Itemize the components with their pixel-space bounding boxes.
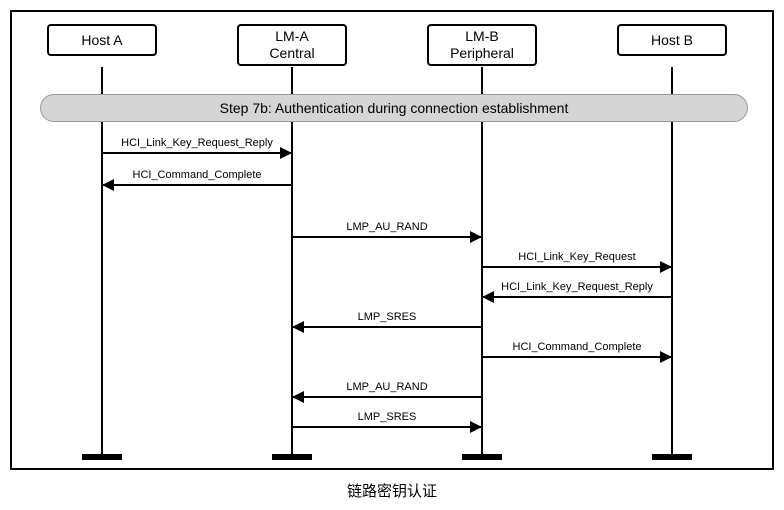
message-label: LMP_AU_RAND (292, 381, 482, 393)
message-label: HCI_Command_Complete (102, 169, 292, 181)
step-bar: Step 7b: Authentication during connectio… (40, 94, 748, 122)
message-line (102, 152, 292, 154)
message-line (292, 236, 482, 238)
lifeline-foot-host-b (652, 454, 692, 460)
actor-lm-a: LM-ACentral (237, 24, 347, 66)
message-label: HCI_Link_Key_Request_Reply (482, 281, 672, 293)
message-line (102, 184, 292, 186)
sequence-diagram: Host A LM-ACentral LM-BPeripheral Host B Ste… (10, 10, 774, 470)
lifeline-foot-host-a (82, 454, 122, 460)
lifeline-foot-lm-b (462, 454, 502, 460)
lifeline-foot-lm-a (272, 454, 312, 460)
actor-sublabel: Peripheral (450, 45, 514, 62)
actor-label: LM-B (465, 28, 498, 45)
message-label: LMP_SRES (292, 311, 482, 323)
message-line (482, 266, 672, 268)
message-line (482, 296, 672, 298)
message-label: LMP_AU_RAND (292, 221, 482, 233)
caption: 链路密钥认证 (0, 480, 784, 501)
message-label: HCI_Link_Key_Request_Reply (102, 137, 292, 149)
lifeline-host-a (101, 67, 103, 454)
actor-label: Host A (81, 32, 122, 48)
actor-host-b: Host B (617, 24, 727, 56)
actor-label: LM-A (275, 28, 308, 45)
message-line (482, 356, 672, 358)
actor-label: Host B (651, 32, 693, 48)
message-label: LMP_SRES (292, 411, 482, 423)
message-label: HCI_Command_Complete (482, 341, 672, 353)
actor-lm-b: LM-BPeripheral (427, 24, 537, 66)
message-line (292, 426, 482, 428)
actor-host-a: Host A (47, 24, 157, 56)
message-label: HCI_Link_Key_Request (482, 251, 672, 263)
actor-sublabel: Central (269, 45, 314, 62)
message-line (292, 396, 482, 398)
container: Host A LM-ACentral LM-BPeripheral Host B Ste… (0, 0, 784, 510)
step-bar-label: Step 7b: Authentication during connectio… (220, 100, 569, 116)
message-line (292, 326, 482, 328)
